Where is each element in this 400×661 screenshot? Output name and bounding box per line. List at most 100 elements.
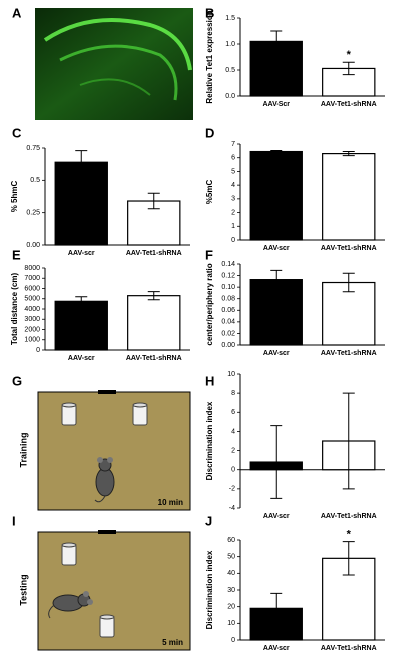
y-tick-label: 0.06 — [221, 307, 235, 314]
x-tick-label: AAV-Tet1-shRNA — [321, 101, 377, 108]
y-tick-label: 0.5 — [30, 177, 40, 184]
error-bar — [342, 151, 355, 157]
y-tick-label: 0.04 — [221, 319, 235, 326]
x-tick-label: AAV-Tet1-shRNA — [321, 513, 377, 520]
y-tick-label: 10 — [227, 620, 235, 627]
y-tick-label: 10 — [227, 371, 235, 378]
y-tick-label: 6 — [231, 409, 235, 416]
y-tick-label: 30 — [227, 587, 235, 594]
y-axis-title: Discrimination index — [205, 550, 214, 629]
y-tick-label: 8000 — [24, 265, 40, 272]
y-tick-label: 7000 — [24, 275, 40, 282]
y-tick-label: 50 — [227, 554, 235, 561]
y-tick-label: 2 — [231, 447, 235, 454]
arena-diagram — [37, 390, 191, 511]
y-tick-label: -4 — [229, 505, 235, 512]
x-tick-label: AAV-scr — [263, 513, 290, 520]
y-tick-label: 6000 — [24, 285, 40, 292]
panel-letter: G — [12, 373, 22, 388]
y-tick-label: 0.10 — [221, 284, 235, 291]
x-tick-label: AAV-Tet1-shRNA — [321, 645, 377, 652]
y-tick-label: 0.08 — [221, 296, 235, 303]
bar — [322, 153, 376, 241]
x-tick-label: AAV-scr — [68, 355, 95, 362]
y-tick-label: 40 — [227, 570, 235, 577]
error-bar — [342, 61, 355, 76]
panel-letter: C — [12, 125, 22, 140]
y-tick-label: 0 — [231, 467, 235, 474]
y-tick-label: 0.5 — [225, 67, 235, 74]
y-tick-label: 0.12 — [221, 272, 235, 279]
error-bar — [270, 149, 283, 154]
y-tick-label: 6 — [231, 155, 235, 162]
panel-letter: E — [12, 247, 21, 262]
y-axis-title: Total distance (cm) — [10, 273, 19, 346]
duration-label: 10 min — [158, 498, 183, 507]
arena-diagram — [37, 530, 191, 651]
error-bar — [270, 425, 283, 499]
error-bar — [147, 291, 160, 301]
panel-letter: B — [205, 5, 214, 20]
x-tick-label: AAV-Tet1-shRNA — [126, 250, 182, 257]
panel-letter: F — [205, 247, 213, 262]
y-tick-label: 4 — [231, 428, 235, 435]
x-tick-label: AAV-Tet1-shRNA — [126, 355, 182, 362]
y-axis-title: Discrimination index — [205, 401, 214, 480]
y-tick-label: 8 — [231, 390, 235, 397]
x-tick-label: AAV-scr — [263, 350, 290, 357]
error-bar — [342, 541, 355, 576]
significance-mark: * — [347, 49, 352, 61]
error-bar — [75, 296, 88, 307]
error-bar — [147, 192, 160, 210]
error-bar — [75, 150, 88, 175]
y-tick-label: 2000 — [24, 326, 40, 333]
y-tick-label: 0.25 — [26, 210, 40, 217]
y-tick-label: 5000 — [24, 296, 40, 303]
x-tick-label: AAV-scr — [263, 245, 290, 252]
bar — [127, 295, 181, 351]
y-tick-label: 0.02 — [221, 330, 235, 337]
y-tick-label: 60 — [227, 537, 235, 544]
fluorescence-image — [35, 8, 193, 120]
bar — [54, 161, 108, 246]
y-tick-label: 20 — [227, 604, 235, 611]
y-axis-title: center/periphery ratio — [205, 263, 214, 345]
y-tick-label: -2 — [229, 486, 235, 493]
x-tick-label: AAV-scr — [263, 645, 290, 652]
panel-letter: J — [205, 513, 212, 528]
y-axis-title: %5mC — [205, 180, 214, 205]
x-tick-label: AAV-Scr — [263, 101, 291, 108]
x-tick-label: AAV-scr — [68, 250, 95, 257]
panel-letter: H — [205, 373, 214, 388]
y-tick-label: 5 — [231, 168, 235, 175]
y-tick-label: 4000 — [24, 306, 40, 313]
y-tick-label: 0.00 — [26, 242, 40, 249]
panel-letter: I — [12, 513, 16, 528]
y-tick-label: 2 — [231, 209, 235, 216]
y-tick-label: 1 — [231, 223, 235, 230]
duration-label: 5 min — [162, 638, 183, 647]
bar — [322, 281, 376, 346]
y-tick-label: 0.14 — [221, 261, 235, 268]
y-tick-label: 0 — [36, 347, 40, 354]
y-tick-label: 0 — [231, 637, 235, 644]
significance-mark: * — [347, 529, 352, 541]
bar — [322, 557, 376, 641]
error-bar — [270, 592, 283, 624]
y-tick-label: 0.75 — [26, 145, 40, 152]
bar — [249, 150, 303, 241]
error-bar — [342, 392, 355, 490]
y-tick-label: 4 — [231, 182, 235, 189]
y-tick-label: 1.0 — [225, 41, 235, 48]
panel-letter: D — [205, 125, 214, 140]
y-axis-title: Relative Tet1 expression — [205, 10, 214, 103]
x-tick-label: AAV-Tet1-shRNA — [321, 350, 377, 357]
error-bar — [270, 30, 283, 53]
y-tick-label: 1.5 — [225, 15, 235, 22]
y-tick-label: 0.00 — [221, 342, 235, 349]
phase-label: Training — [18, 432, 28, 467]
y-tick-label: 3000 — [24, 316, 40, 323]
error-bar — [270, 269, 283, 290]
